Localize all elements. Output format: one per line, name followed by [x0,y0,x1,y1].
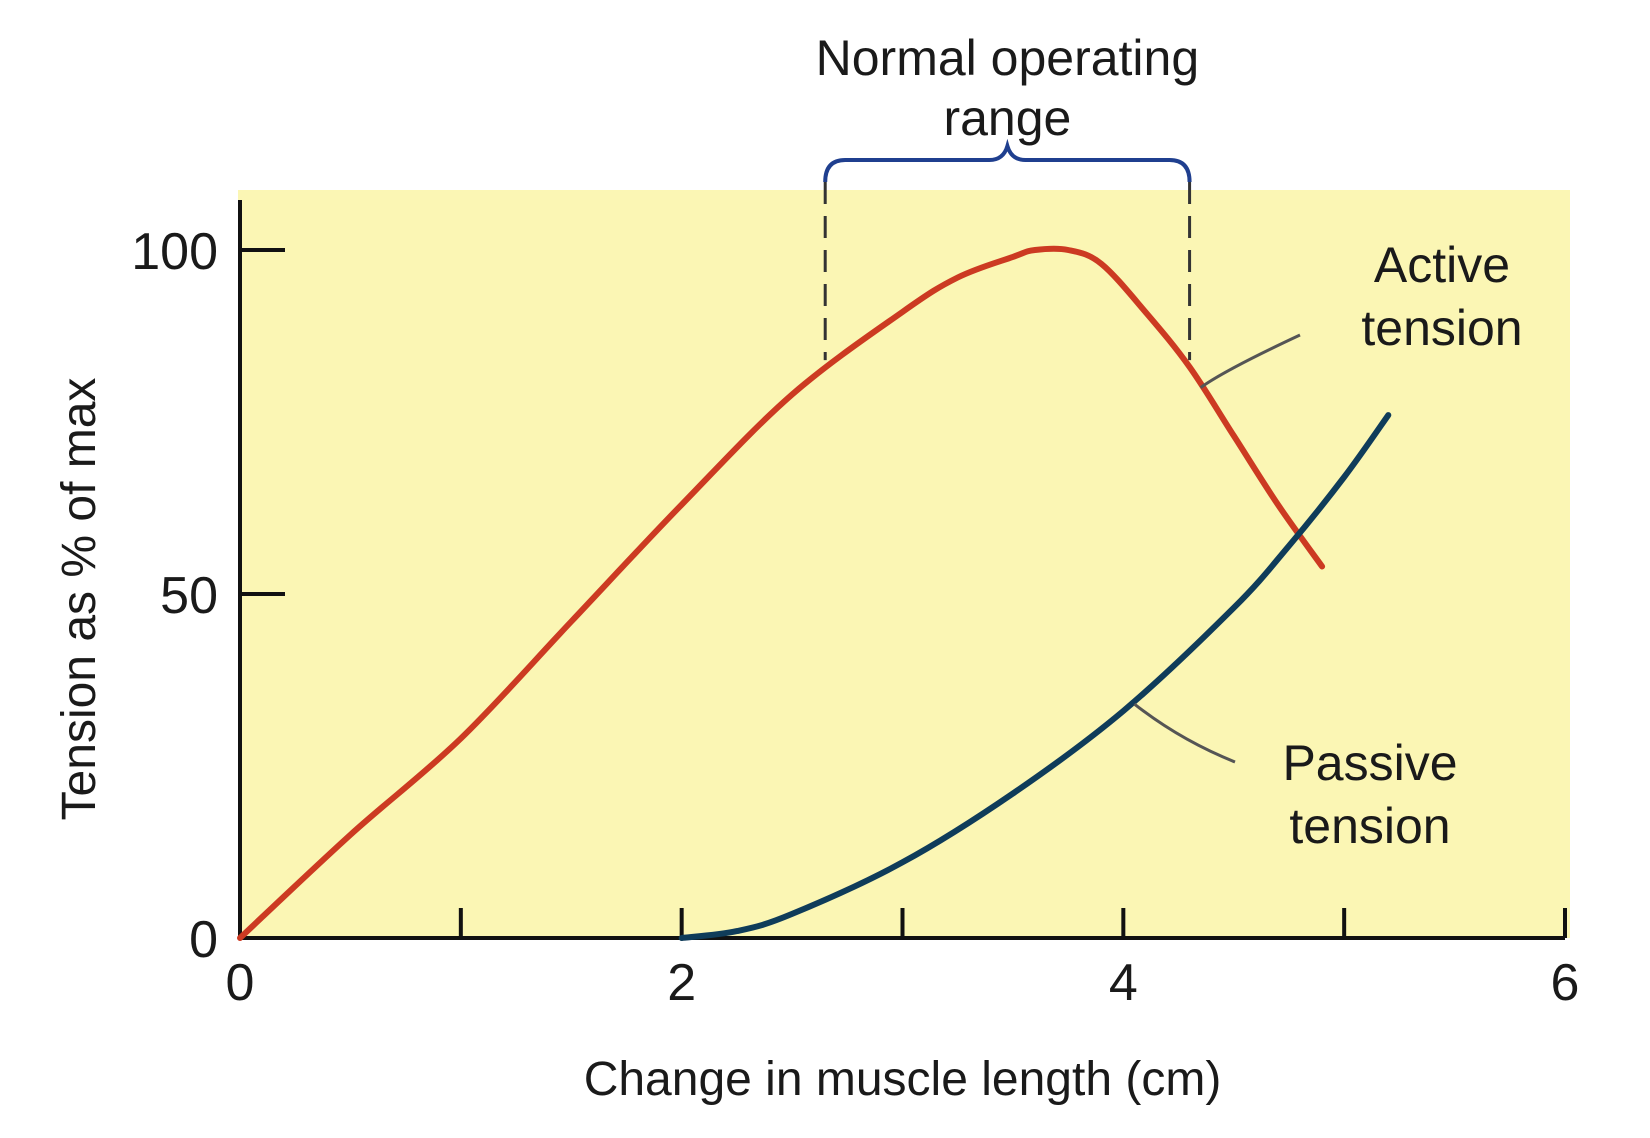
active-tension-label-line-2: tension [1361,300,1522,356]
x-tick-label: 0 [226,954,255,1012]
x-axis-title: Change in muscle length (cm) [584,1053,1222,1106]
operating-range-bracket [823,138,1192,361]
leader-lines [1133,333,1301,764]
labels: 0 50 100 0 2 4 6 Change in muscle length (cm) Te… [53,30,1579,1106]
active-tension-line [237,245,1326,941]
y-tick-label: 50 [160,567,218,625]
passive-tension-leader [1133,702,1236,764]
passive-tension-line [678,412,1392,941]
passive-tension-label-line-2: tension [1289,798,1450,854]
plot-background [238,190,1570,938]
y-tick-label: 100 [131,223,218,281]
y-tick-label: 0 [189,911,218,969]
series [237,245,1392,941]
x-tick-label: 6 [1551,954,1580,1012]
y-axis-title: Tension as % of max [53,378,106,821]
range-label-line-2: range [943,90,1071,146]
x-tick-label: 2 [667,954,696,1012]
active-tension-label-line-1: Active [1374,237,1510,293]
range-brace [823,138,1192,183]
axes [238,200,1567,940]
active-tension-leader [1199,333,1301,389]
passive-tension-label-line-1: Passive [1282,735,1457,791]
range-label-line-1: Normal operating [816,30,1200,86]
x-tick-label: 4 [1109,954,1138,1012]
